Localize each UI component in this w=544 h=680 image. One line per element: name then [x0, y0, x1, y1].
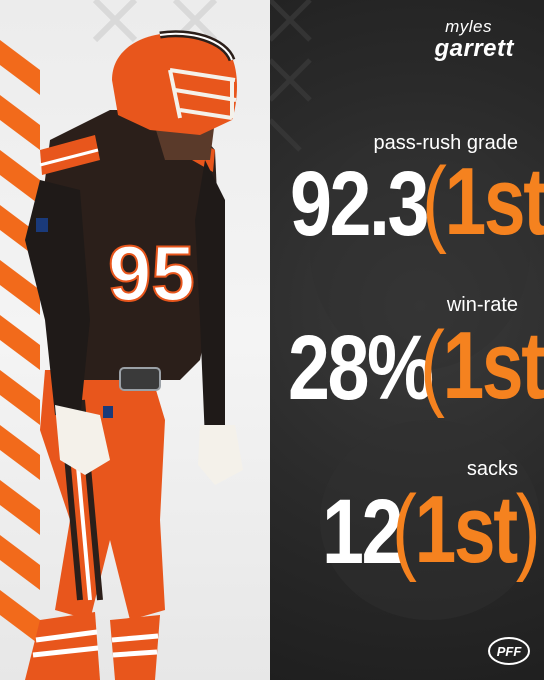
player-left-glove [55, 405, 110, 475]
chevron-stripes [0, 40, 40, 645]
stats-panel: myles garrett pass-rush grade 92.3 (1st)… [270, 0, 544, 680]
jersey-number: 95 [108, 229, 195, 317]
stat-rank-sacks: (1st) [392, 480, 541, 580]
rank-text: 1st [442, 312, 544, 419]
player-socks [25, 612, 100, 680]
stat-label-win-rate: win-rate [446, 294, 518, 316]
stat-label-sacks: sacks [466, 458, 518, 480]
player-name: myles garrett [434, 18, 514, 62]
background-texture [270, 0, 540, 620]
rank-open-paren: ( [422, 148, 447, 255]
player-photo-panel: 95 [0, 0, 270, 680]
rank-text: 1st [444, 148, 544, 255]
player-illustration: 95 [0, 0, 243, 680]
stat-value-sacks: 12 [322, 481, 403, 583]
player-left-arm [25, 180, 90, 420]
rank-text: 1st [414, 476, 519, 583]
player-right-glove [198, 425, 243, 485]
stat-rank-win-rate: (1st) [420, 316, 544, 416]
player-last-name: garrett [434, 35, 514, 62]
stat-value-pass-rush-grade: 92.3 [290, 153, 429, 255]
stat-value-win-rate: 28% [288, 317, 434, 419]
player-facemask [168, 68, 237, 120]
pff-logo-text: PFF [497, 644, 523, 659]
stat-label-pass-rush-grade: pass-rush grade [373, 132, 518, 154]
rank-close-paren: ) [515, 476, 541, 583]
rank-open-paren: ( [420, 312, 445, 419]
rank-open-paren: ( [392, 476, 417, 583]
stat-rank-pass-rush-grade: (1st) [422, 152, 544, 252]
pff-logo: PFF [488, 637, 530, 665]
player-right-arm [195, 160, 225, 440]
player-first-name: myles [445, 17, 492, 36]
